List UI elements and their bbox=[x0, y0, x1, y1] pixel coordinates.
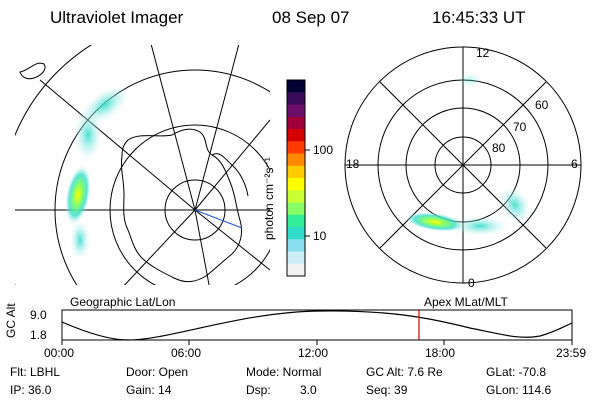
mlat-label-60: 60 bbox=[535, 98, 549, 112]
colorbar-segment bbox=[287, 190, 305, 203]
timeline-ylabel: GC Alt bbox=[4, 303, 18, 338]
colorbar-segment bbox=[287, 92, 305, 105]
status-ip: IP: 36.0 bbox=[10, 383, 52, 397]
mlat-label-80: 80 bbox=[492, 141, 506, 155]
timeline-ytick-top: 9.0 bbox=[30, 308, 47, 322]
mlat-label-70: 70 bbox=[513, 120, 527, 134]
timeline-xtick-1: 06:00 bbox=[171, 346, 202, 360]
colorbar-segment bbox=[287, 116, 305, 130]
colorbar-segment bbox=[287, 129, 305, 142]
colorbar-segment bbox=[287, 80, 305, 93]
status-glon: GLon: 114.6 bbox=[486, 383, 552, 397]
status-dsp-label: Dsp: bbox=[246, 383, 271, 397]
geographic-map bbox=[15, 45, 270, 285]
timeline-xtick-4: 23:59 bbox=[556, 346, 587, 360]
colorbar bbox=[287, 80, 305, 277]
status-filter: Flt: LBHL bbox=[10, 365, 61, 379]
colorbar-tick-100: 100 bbox=[313, 143, 334, 157]
colorbar-tick-10: 10 bbox=[313, 229, 327, 243]
timeline-ytick-bottom: 1.8 bbox=[30, 328, 47, 342]
mlt-label-12: 12 bbox=[476, 46, 490, 60]
right-aurora bbox=[405, 72, 531, 236]
status-gain: Gain: 14 bbox=[126, 383, 172, 397]
instrument-title: Ultraviolet Imager bbox=[50, 8, 184, 27]
colorbar-segment bbox=[287, 202, 305, 216]
timeline-xtick-2: 12:00 bbox=[298, 346, 329, 360]
colorbar-segment bbox=[287, 141, 305, 154]
left-panel-label: Geographic Lat/Lon bbox=[70, 295, 176, 309]
status-mode: Mode: Normal bbox=[246, 365, 322, 379]
colorbar-segment bbox=[287, 227, 305, 240]
timeline-altitude-curve bbox=[61, 310, 573, 341]
right-panel-label: Apex MLat/MLT bbox=[424, 295, 508, 309]
left-aurora bbox=[65, 85, 130, 260]
status-door: Door: Open bbox=[126, 365, 189, 379]
colorbar-segment bbox=[287, 153, 305, 167]
colorbar-segment bbox=[287, 251, 305, 265]
image-time: 16:45:33 UT bbox=[432, 8, 526, 27]
mlt-label-0: 0 bbox=[468, 276, 475, 290]
colorbar-segment bbox=[287, 178, 305, 191]
timeline-xtick-0: 00:00 bbox=[44, 346, 75, 360]
image-date: 08 Sep 07 bbox=[272, 8, 350, 27]
mlt-label-6: 6 bbox=[571, 157, 578, 171]
status-seq: Seq: 39 bbox=[366, 383, 408, 397]
status-gc-alt: GC Alt: 7.6 Re bbox=[366, 365, 443, 379]
timeline-frame bbox=[61, 309, 573, 341]
colorbar-segment bbox=[287, 214, 305, 228]
colorbar-segment bbox=[287, 263, 305, 277]
timeline-xtick-3: 18:00 bbox=[425, 346, 456, 360]
status-dsp-value: 3.0 bbox=[300, 383, 317, 397]
colorbar-segment bbox=[287, 165, 305, 179]
mlt-label-18: 18 bbox=[346, 157, 360, 171]
colorbar-segment bbox=[287, 104, 305, 118]
colorbar-segment bbox=[287, 239, 305, 252]
status-glat: GLat: -70.8 bbox=[486, 365, 547, 379]
colorbar-unit-label: photon cm⁻²s⁻¹ bbox=[262, 157, 276, 240]
